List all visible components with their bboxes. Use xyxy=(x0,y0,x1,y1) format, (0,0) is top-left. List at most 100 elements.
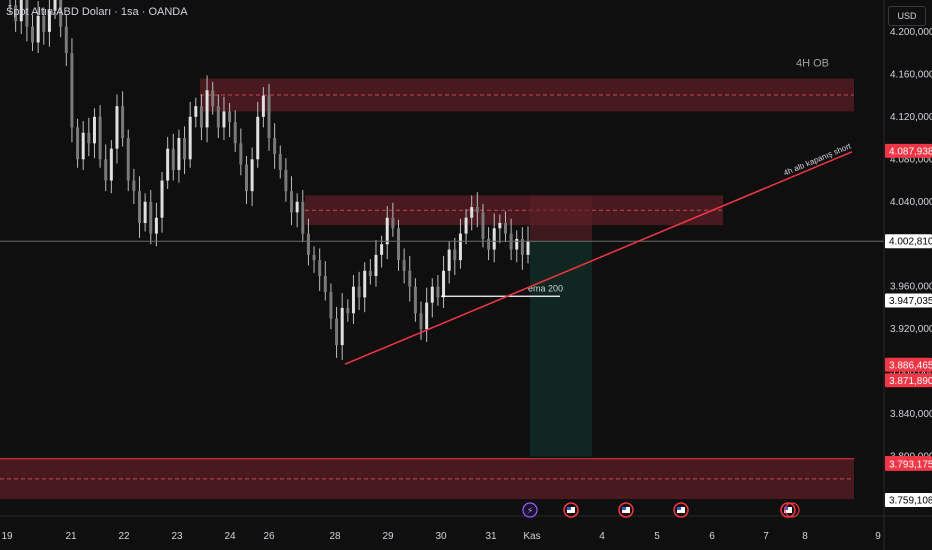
candle-body xyxy=(188,116,192,160)
price-tag xyxy=(885,143,932,158)
candle-body xyxy=(475,207,479,213)
x-tick-label: 21 xyxy=(65,531,77,542)
candle-body xyxy=(397,228,400,261)
candle-body xyxy=(256,116,260,160)
x-tick-label: 24 xyxy=(224,531,236,542)
x-tick-label: 5 xyxy=(654,531,660,542)
candle-body xyxy=(64,26,68,54)
trendline xyxy=(344,151,853,365)
y-tick-label: 3.840,000 xyxy=(890,409,932,420)
price-tag-label: 3.793,175 xyxy=(889,459,932,470)
candle-body xyxy=(481,212,485,239)
candle-body xyxy=(233,122,237,144)
candle-body xyxy=(380,244,384,255)
flag-canton xyxy=(567,507,571,510)
price-tag xyxy=(885,357,932,372)
candle-body xyxy=(425,302,429,330)
lightning-glyph: ⚡ xyxy=(527,507,533,517)
flag-canton xyxy=(622,507,626,510)
candle-body xyxy=(323,276,327,293)
x-tick-label: 8 xyxy=(802,531,808,542)
y-tick-label: 4.040,000 xyxy=(890,197,932,208)
candle-body xyxy=(160,180,164,218)
candle-body xyxy=(470,207,474,218)
candle-body xyxy=(306,233,310,255)
position-box-loss xyxy=(530,196,592,242)
y-tick-label: 3.960,000 xyxy=(890,282,932,293)
candle-body xyxy=(357,286,361,298)
candle-body xyxy=(138,191,141,223)
candle-body xyxy=(413,286,417,314)
candle-body xyxy=(154,217,158,234)
candle-body xyxy=(199,106,203,128)
candle-body xyxy=(228,111,232,123)
candle-body xyxy=(374,254,378,277)
candle-body xyxy=(19,0,23,22)
candle-body xyxy=(447,249,451,271)
y-tick-label: 3.880,000 xyxy=(890,367,932,378)
currency-selector[interactable]: USD xyxy=(888,6,926,26)
candle-body xyxy=(290,191,294,213)
x-tick-label: 31 xyxy=(485,531,497,542)
candle-body xyxy=(194,106,198,117)
price-tag-label: 3.886,465 xyxy=(889,360,932,371)
y-tick-label: 4.200,000 xyxy=(890,27,932,38)
candle-body xyxy=(121,106,125,139)
x-tick-label: 6 xyxy=(709,531,715,542)
candle-body xyxy=(346,307,350,314)
x-tick-label: 29 xyxy=(382,531,394,542)
x-tick-label: 9 xyxy=(875,531,881,542)
candle-body xyxy=(104,159,108,181)
candle-body xyxy=(402,260,406,271)
candle-body xyxy=(391,217,395,229)
candle-body xyxy=(36,15,40,43)
candle-body xyxy=(515,238,519,250)
candle-body xyxy=(250,159,254,192)
flag-canton xyxy=(784,507,788,510)
zones-layer: 4H OB xyxy=(0,58,854,500)
candle-body xyxy=(81,132,85,160)
chart-title: Spot Altın/ABD Doları · 1sa · OANDA xyxy=(6,6,188,18)
candle-body xyxy=(70,53,74,128)
candle-body xyxy=(295,201,299,213)
candle-body xyxy=(329,292,333,319)
candle-body xyxy=(31,26,35,43)
candle-body xyxy=(115,106,119,149)
price-tag xyxy=(885,293,932,308)
position-box-profit xyxy=(530,241,592,457)
candle-body xyxy=(335,318,339,346)
candle-body xyxy=(408,270,412,287)
candle-body xyxy=(312,254,316,261)
candle-body xyxy=(98,116,102,160)
candle-body xyxy=(453,249,457,261)
candle-body xyxy=(492,228,496,250)
x-tick-label: 26 xyxy=(263,531,275,542)
events-layer: ⚡ xyxy=(522,502,800,518)
candle-body xyxy=(87,132,91,144)
candle-body xyxy=(458,233,462,261)
us-flag-event-icon-2 xyxy=(784,502,800,518)
candle-body xyxy=(273,138,277,154)
candle-body xyxy=(503,222,507,234)
x-tick-label: 30 xyxy=(435,531,447,542)
candle-body xyxy=(363,270,367,298)
x-tick-label: Kas xyxy=(523,531,540,542)
candle-body xyxy=(351,286,355,314)
x-axis: 19 21 22 23 24 26 28 29 30 31 Kas 4 5 6 7 8 9 xyxy=(0,515,932,542)
price-tag-label: 3.871,890 xyxy=(889,376,932,387)
candle-body xyxy=(520,238,524,255)
candle-body xyxy=(442,270,446,298)
candle-body xyxy=(261,95,265,117)
x-tick-label: 22 xyxy=(118,531,130,542)
y-tick-label: 4.080,000 xyxy=(890,154,932,165)
price-tag xyxy=(885,373,932,388)
candle-body xyxy=(211,90,215,107)
candle-body xyxy=(8,5,12,7)
price-tag-label: 4.087,938 xyxy=(889,146,932,157)
candles-layer xyxy=(8,0,530,360)
candle-body xyxy=(464,217,468,234)
candle-body xyxy=(25,0,29,27)
lightning-event-icon xyxy=(522,502,538,518)
price-tag xyxy=(885,493,932,508)
